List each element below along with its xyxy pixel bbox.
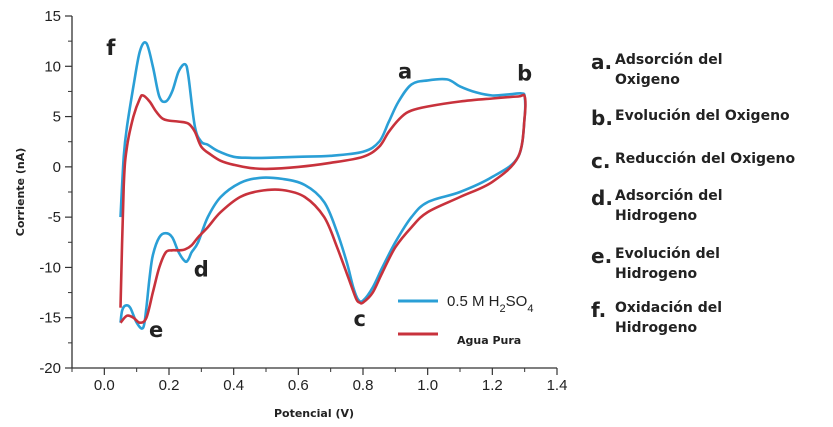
legend-label-agua-pura: Agua Pura — [457, 334, 521, 347]
peak-label-b: b — [517, 61, 532, 85]
x-tick-label: 0.8 — [353, 377, 374, 394]
peak-label-f: f — [106, 36, 116, 60]
annotation-text: Adsorción del Hidrogeno — [615, 188, 723, 224]
x-tick-label: 0.2 — [159, 377, 180, 394]
annotation-b: b. Evolución del Oxigeno — [591, 106, 831, 130]
annotation-letter: b. — [591, 106, 613, 130]
y-tick-label: -10 — [39, 259, 61, 276]
chart-axes: 15 10 5 0 -5 -10 -15 -20 0.0 0.2 0.4 0.6 0.8 1.0 1.2 1.… — [39, 8, 567, 394]
annotation-text: Evolución del Hidrogeno — [615, 246, 720, 282]
peak-label-d: d — [194, 257, 209, 281]
series-line-agua-pura — [119, 93, 527, 324]
annotation-letter: d. — [591, 186, 613, 210]
chart-series — [119, 41, 527, 330]
y-tick-label: -20 — [39, 360, 61, 377]
annotation-e: e. Evolución del Hidrogeno — [591, 244, 831, 284]
annotation-letter: e. — [591, 244, 613, 268]
x-axis-title: Potencial (V) — [274, 407, 354, 420]
y-tick-label: -15 — [39, 310, 61, 327]
y-tick-label: 10 — [44, 58, 61, 75]
legend-label-h2so4: 0.5 M H2SO4 — [447, 293, 533, 315]
annotation-letter: c. — [591, 149, 611, 173]
x-tick-label: 0.6 — [288, 377, 309, 394]
x-tick-label: 1.2 — [482, 377, 503, 394]
cyclic-voltammetry-chart: 15 10 5 0 -5 -10 -15 -20 0.0 0.2 0.4 0.6 0.8 1.0 1.2 1.… — [14, 8, 567, 420]
annotation-letter: a. — [591, 50, 613, 74]
series-line-h2so4 — [119, 41, 527, 330]
peak-label-a: a — [398, 59, 412, 83]
annotation-text: Oxidación del Hidrogeno — [615, 300, 723, 336]
peak-labels: a b c d e f — [106, 36, 532, 342]
annotation-text: Reducción del Oxigeno — [615, 151, 796, 167]
annotation-text: Adsorción del Oxigeno — [615, 52, 723, 88]
x-tick-label: 0.4 — [223, 377, 244, 394]
x-tick-label: 1.4 — [547, 377, 568, 394]
chart-legend: 0.5 M H2SO4 Agua Pura — [398, 293, 533, 347]
x-tick-label: 0.0 — [94, 377, 115, 394]
annotation-a: a. Adsorción del Oxigeno — [591, 50, 831, 90]
y-tick-label: 5 — [53, 109, 61, 126]
annotation-f: f. Oxidación del Hidrogeno — [591, 298, 831, 338]
annotation-d: d. Adsorción del Hidrogeno — [591, 186, 831, 226]
peak-label-e: e — [149, 318, 163, 342]
peak-label-c: c — [354, 307, 366, 331]
annotation-letter: f. — [591, 298, 607, 322]
annotation-c: c. Reducción del Oxigeno — [591, 149, 831, 173]
peak-annotation-list: a. Adsorción del Oxigeno b. Evolución de… — [591, 50, 831, 336]
y-axis-title: Corriente (nA) — [14, 148, 27, 237]
annotation-text: Evolución del Oxigeno — [615, 108, 790, 124]
y-tick-label: 0 — [53, 159, 61, 176]
y-tick-label: -5 — [48, 209, 61, 226]
y-tick-label: 15 — [44, 8, 61, 25]
x-tick-label: 1.0 — [417, 377, 438, 394]
